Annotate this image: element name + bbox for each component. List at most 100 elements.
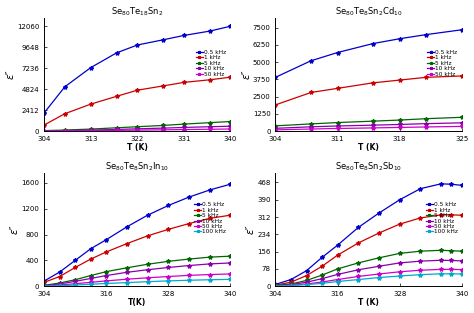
Title: Se$_{80}$Te$_{18}$Sn$_{2}$: Se$_{80}$Te$_{18}$Sn$_{2}$ — [111, 6, 164, 18]
10 kHz — [459, 259, 465, 263]
5 kHz — [459, 115, 465, 119]
50 kHz — [228, 272, 233, 276]
1 kHz — [145, 234, 151, 238]
50 kHz — [308, 127, 314, 131]
5 kHz — [165, 259, 171, 263]
5 kHz — [448, 249, 454, 253]
0.5 kHz — [135, 43, 140, 47]
1 kHz — [273, 103, 278, 107]
5 kHz — [273, 124, 278, 128]
1 kHz — [124, 242, 130, 245]
5 kHz — [376, 256, 382, 260]
1 kHz — [397, 78, 402, 82]
5 kHz — [423, 117, 429, 121]
10 kHz — [62, 129, 68, 132]
1 kHz — [356, 241, 361, 245]
50 kHz — [376, 272, 382, 276]
5 kHz — [335, 267, 340, 271]
X-axis label: T(K): T(K) — [128, 298, 146, 307]
Line: 50 kHz: 50 kHz — [42, 127, 233, 133]
10 kHz — [370, 123, 376, 127]
1 kHz — [88, 102, 93, 106]
5 kHz — [370, 119, 376, 123]
50 kHz — [370, 126, 376, 130]
10 kHz — [288, 283, 294, 286]
Line: 5 kHz: 5 kHz — [42, 120, 233, 133]
0.5 kHz — [448, 182, 454, 186]
0.5 kHz — [41, 111, 47, 115]
10 kHz — [135, 127, 140, 131]
0.5 kHz — [319, 255, 325, 259]
1 kHz — [335, 86, 340, 90]
5 kHz — [335, 121, 340, 124]
100 kHz — [103, 282, 109, 285]
10 kHz — [438, 259, 444, 262]
5 kHz — [41, 284, 47, 287]
100 kHz — [186, 278, 192, 282]
10 kHz — [335, 273, 340, 276]
0.5 kHz — [397, 198, 402, 202]
Title: Se$_{80}$Te$_{8}$Sn$_{2}$Sb$_{10}$: Se$_{80}$Te$_{8}$Sn$_{2}$Sb$_{10}$ — [335, 161, 402, 173]
10 kHz — [304, 280, 310, 284]
50 kHz — [186, 274, 192, 277]
100 kHz — [145, 280, 151, 284]
5 kHz — [288, 282, 294, 286]
10 kHz — [459, 121, 465, 125]
10 kHz — [165, 266, 171, 269]
50 kHz — [62, 129, 68, 133]
0.5 kHz — [62, 85, 68, 89]
50 kHz — [459, 268, 465, 271]
Line: 0.5 kHz: 0.5 kHz — [42, 24, 233, 115]
50 kHz — [397, 126, 402, 129]
Line: 1 kHz: 1 kHz — [42, 213, 233, 285]
0.5 kHz — [335, 51, 340, 54]
0.5 kHz — [308, 59, 314, 63]
5 kHz — [135, 125, 140, 129]
5 kHz — [88, 274, 93, 277]
Line: 5 kHz: 5 kHz — [273, 248, 464, 288]
1 kHz — [135, 88, 140, 92]
50 kHz — [207, 273, 213, 276]
50 kHz — [57, 283, 63, 287]
0.5 kHz — [376, 211, 382, 215]
0.5 kHz — [57, 270, 63, 274]
50 kHz — [88, 280, 93, 284]
1 kHz — [207, 78, 213, 82]
0.5 kHz — [207, 29, 213, 33]
50 kHz — [41, 129, 47, 133]
1 kHz — [304, 274, 310, 277]
5 kHz — [459, 249, 465, 253]
1 kHz — [438, 213, 444, 217]
Legend: 0.5 kHz, 1 kHz, 5 kHz, 10 kHz, 50 kHz: 0.5 kHz, 1 kHz, 5 kHz, 10 kHz, 50 kHz — [426, 49, 459, 78]
1 kHz — [370, 81, 376, 85]
5 kHz — [145, 262, 151, 266]
0.5 kHz — [356, 226, 361, 229]
1 kHz — [73, 266, 78, 269]
1 kHz — [62, 112, 68, 115]
10 kHz — [181, 126, 187, 129]
5 kHz — [228, 120, 233, 123]
Line: 0.5 kHz: 0.5 kHz — [273, 28, 464, 80]
0.5 kHz — [207, 188, 213, 192]
0.5 kHz — [145, 213, 151, 217]
0.5 kHz — [459, 28, 465, 32]
Line: 50 kHz: 50 kHz — [273, 267, 464, 288]
0.5 kHz — [335, 243, 340, 247]
Y-axis label: ε″: ε″ — [6, 70, 16, 79]
5 kHz — [397, 118, 402, 122]
1 kHz — [103, 250, 109, 254]
100 kHz — [376, 276, 382, 280]
5 kHz — [124, 266, 130, 270]
1 kHz — [459, 213, 465, 217]
0.5 kHz — [103, 238, 109, 242]
1 kHz — [319, 264, 325, 268]
0.5 kHz — [438, 182, 444, 186]
50 kHz — [181, 128, 187, 131]
5 kHz — [88, 127, 93, 131]
100 kHz — [335, 280, 340, 283]
Line: 5 kHz: 5 kHz — [42, 254, 233, 288]
100 kHz — [459, 272, 465, 276]
1 kHz — [448, 213, 454, 217]
100 kHz — [41, 284, 47, 288]
1 kHz — [165, 228, 171, 231]
